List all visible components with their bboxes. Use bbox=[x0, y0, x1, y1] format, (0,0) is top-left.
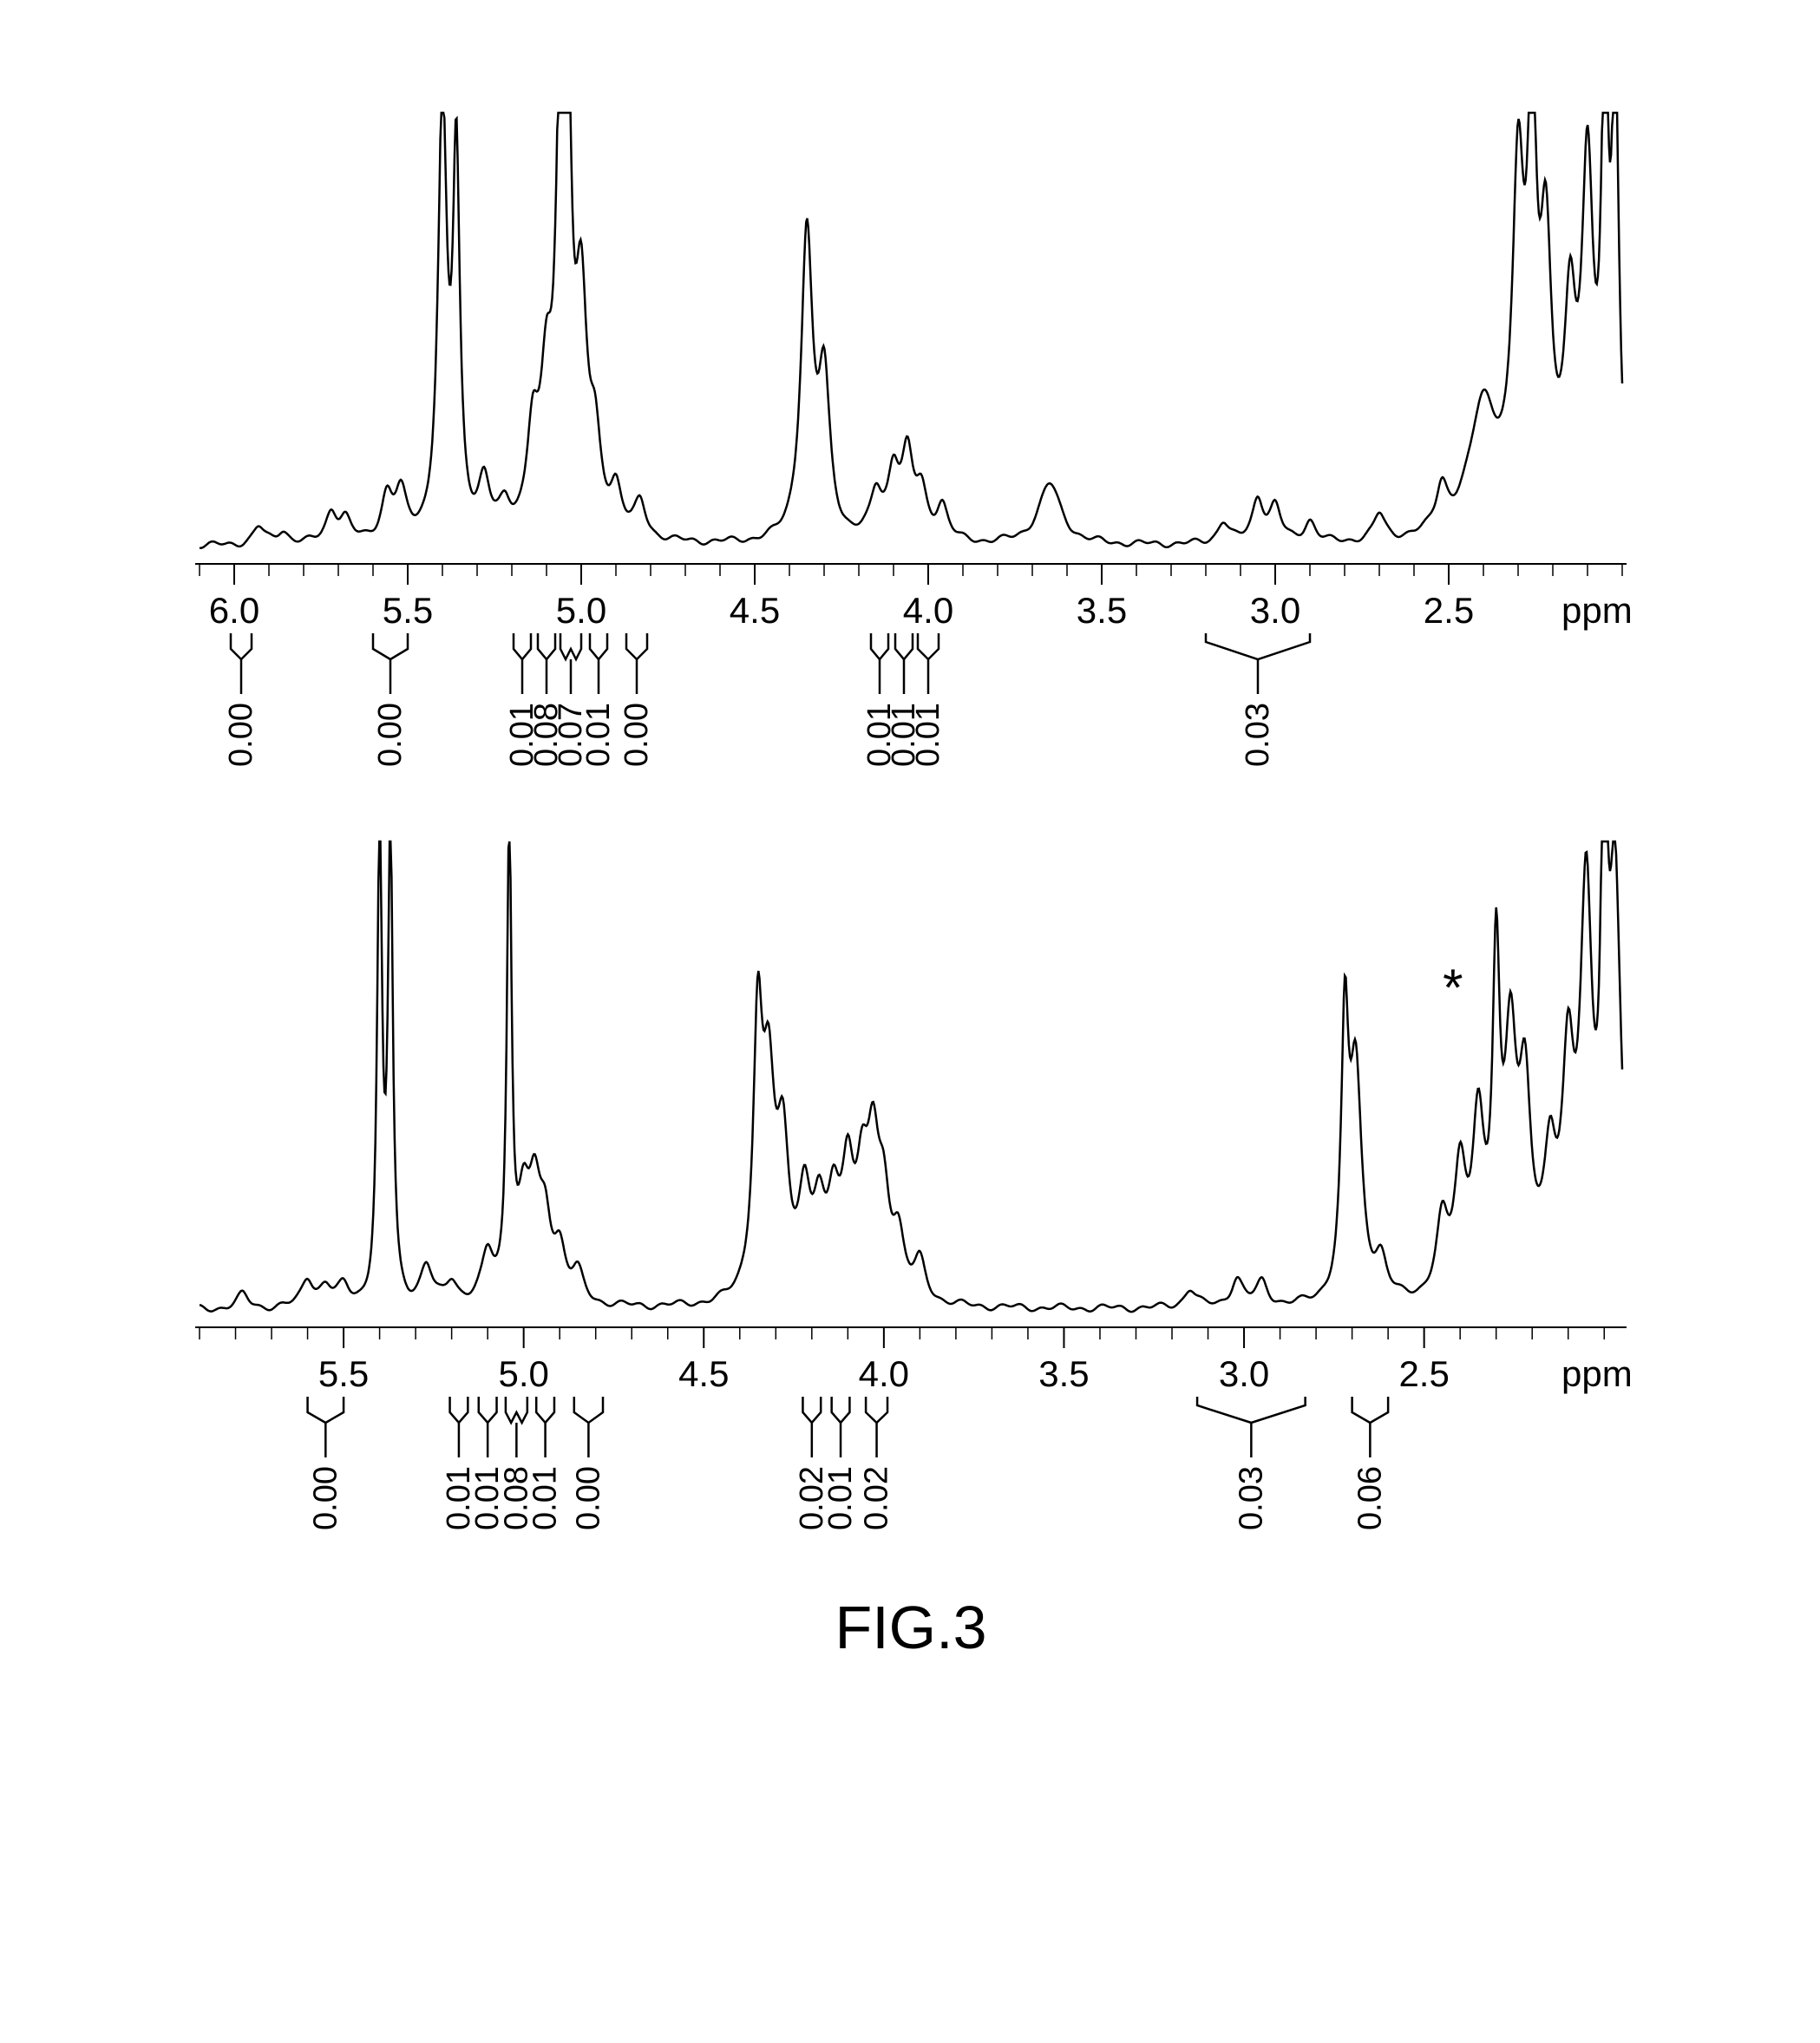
axis-tick-label: 5.0 bbox=[556, 590, 606, 631]
axis-tick-label: 3.0 bbox=[1219, 1353, 1269, 1394]
integral-value: 0.01 bbox=[580, 703, 617, 767]
asterisk-marker: * bbox=[1443, 959, 1463, 1017]
integral-value: 0.00 bbox=[223, 703, 259, 767]
integral-value: 0.00 bbox=[570, 1466, 606, 1530]
axis-tick-label: 3.5 bbox=[1038, 1353, 1089, 1394]
integral-value: 0.06 bbox=[1352, 1466, 1388, 1530]
figure-caption: FIG.3 bbox=[835, 1594, 986, 1661]
axis-tick-label: 6.0 bbox=[209, 590, 259, 631]
integral-value: 0.00 bbox=[372, 703, 409, 767]
integral-value: 0.01 bbox=[910, 703, 946, 767]
axis-tick-label: 4.0 bbox=[859, 1353, 909, 1394]
axis-tick-label: 4.5 bbox=[678, 1353, 729, 1394]
integral-value: 0.00 bbox=[307, 1466, 344, 1530]
nmr-spectra-svg: 6.05.55.04.54.03.53.02.5ppm0.000.000.010… bbox=[173, 87, 1648, 1909]
nmr-figure: 6.05.55.04.54.03.53.02.5ppm0.000.000.010… bbox=[173, 87, 1648, 1909]
axis-tick-label: 5.0 bbox=[498, 1353, 548, 1394]
integral-value: 0.02 bbox=[859, 1466, 895, 1530]
axis-tick-label: 2.5 bbox=[1424, 590, 1474, 631]
integral-value: 0.03 bbox=[1233, 1466, 1269, 1530]
axis-tick-label: 3.5 bbox=[1077, 590, 1127, 631]
axis-tick-label: 3.0 bbox=[1250, 590, 1300, 631]
ppm-label: ppm bbox=[1561, 590, 1633, 631]
axis-tick-label: 4.0 bbox=[903, 590, 953, 631]
spectrum-trace bbox=[200, 841, 1622, 1312]
axis-tick-label: 5.5 bbox=[318, 1353, 369, 1394]
spectrum-trace bbox=[200, 113, 1622, 548]
axis-tick-label: 5.5 bbox=[383, 590, 433, 631]
axis-tick-label: 4.5 bbox=[730, 590, 780, 631]
integral-value: 0.00 bbox=[619, 703, 655, 767]
integral-value: 0.03 bbox=[1240, 703, 1276, 767]
integral-value: 0.01 bbox=[822, 1466, 859, 1530]
ppm-label: ppm bbox=[1561, 1353, 1633, 1394]
integral-value: 0.01 bbox=[527, 1466, 564, 1530]
axis-tick-label: 2.5 bbox=[1398, 1353, 1449, 1394]
